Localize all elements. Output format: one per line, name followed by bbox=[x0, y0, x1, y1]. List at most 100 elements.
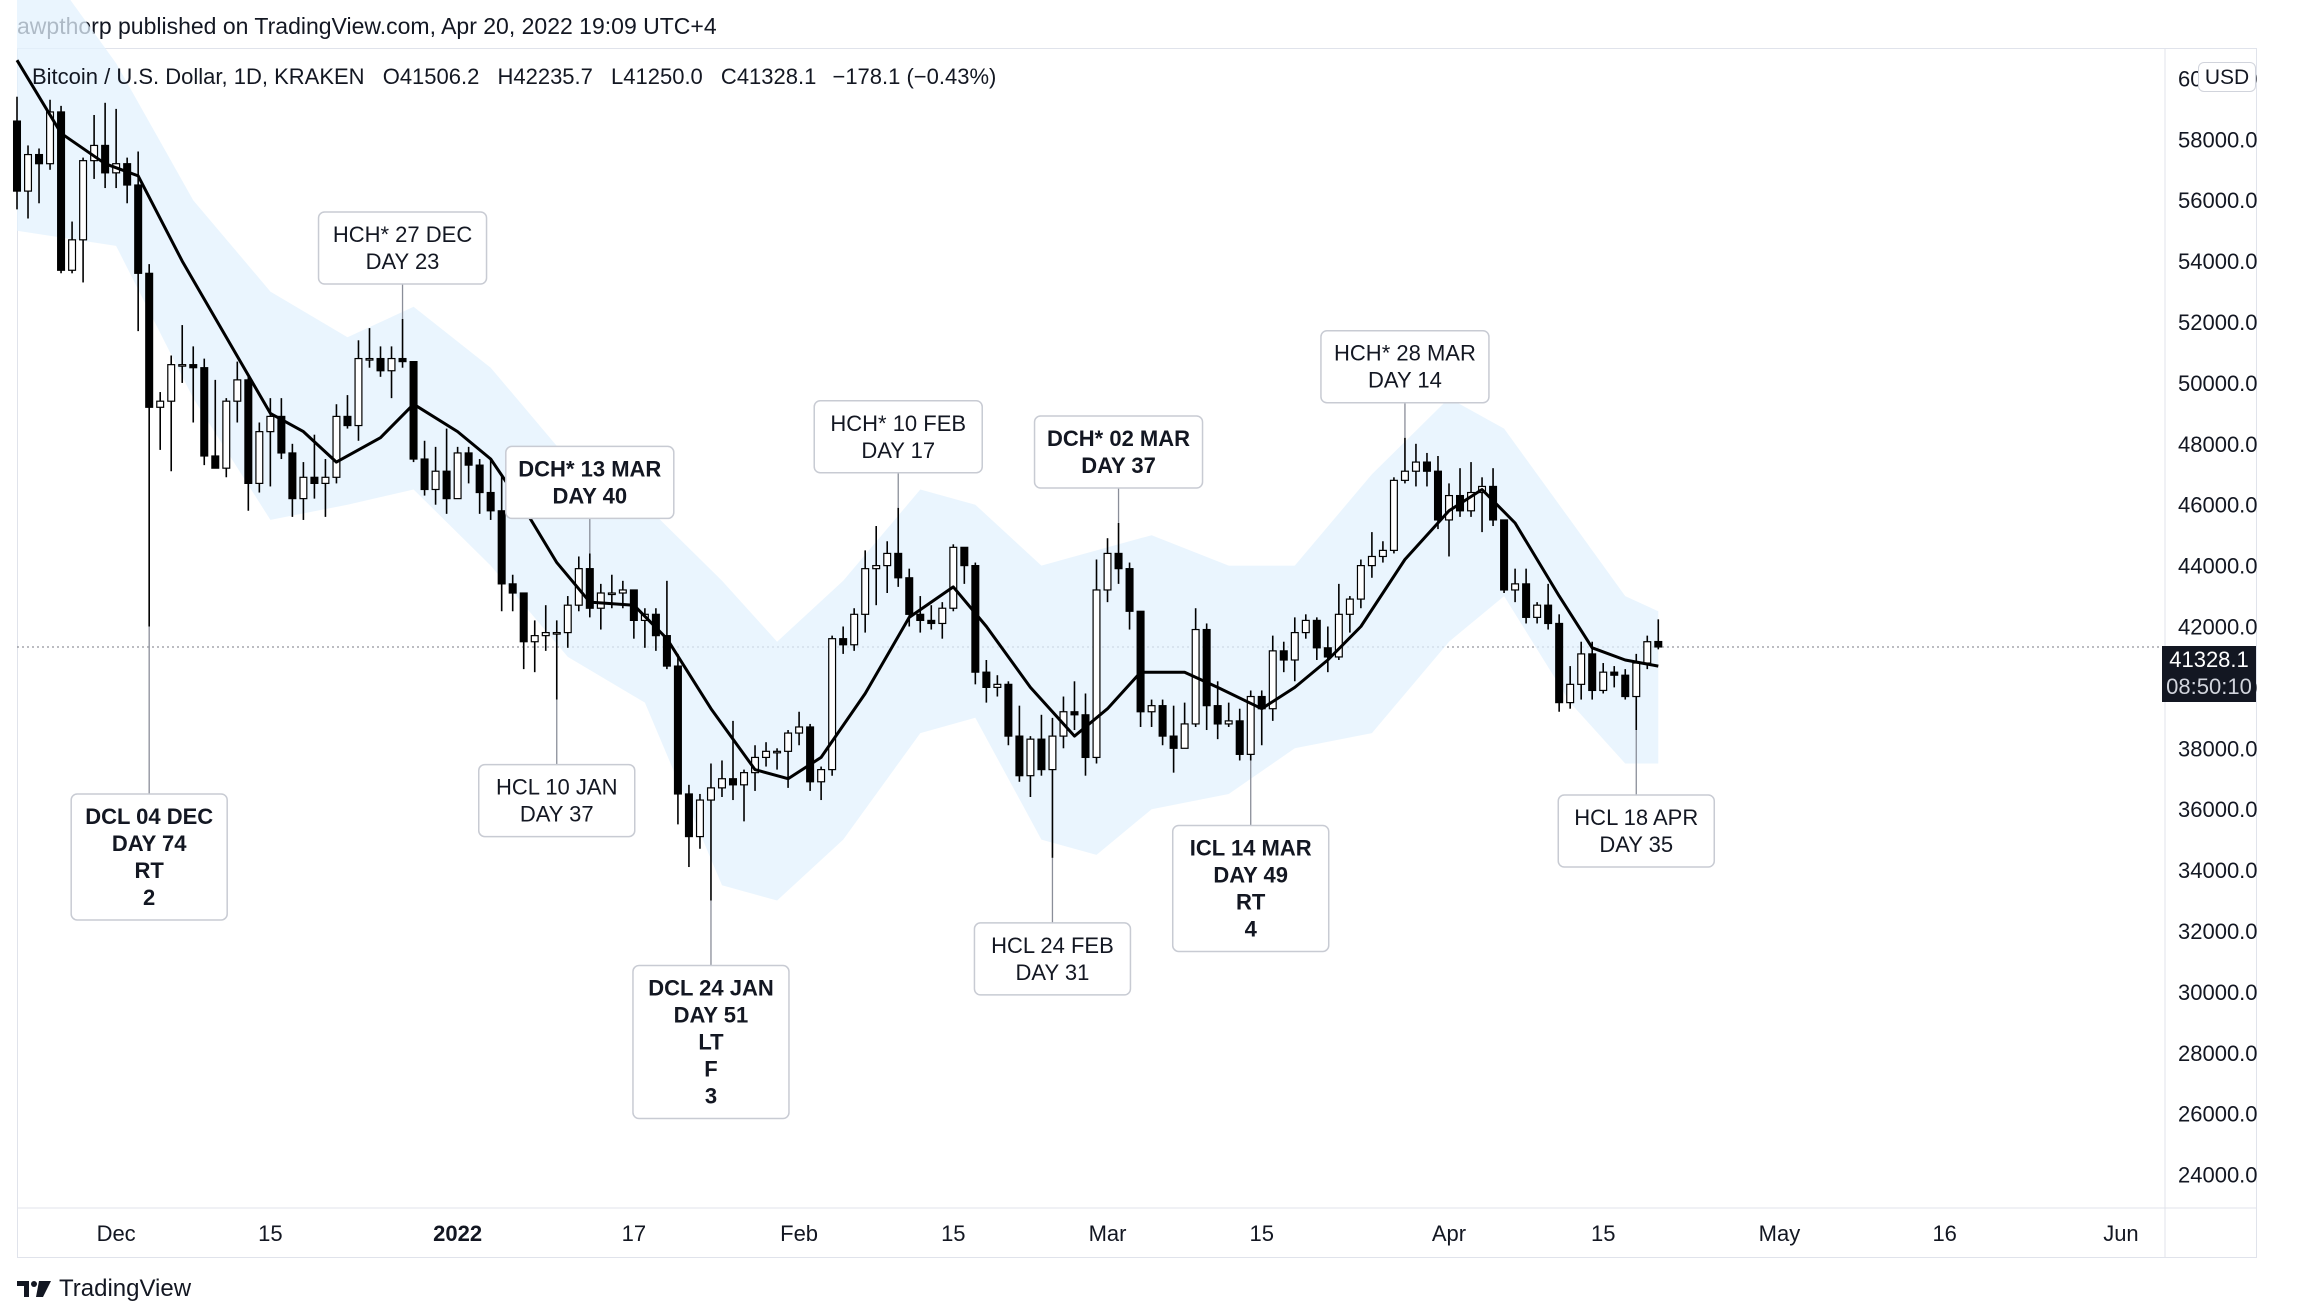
candle bbox=[1378, 541, 1387, 563]
annotation-text: F bbox=[704, 1057, 717, 1082]
candle-body bbox=[486, 491, 495, 512]
tradingview-logo-text: TradingView bbox=[59, 1275, 192, 1302]
candle-body bbox=[1367, 555, 1376, 567]
price-tick-label: 38000.0 bbox=[2178, 736, 2258, 761]
price-tick-label: 44000.0 bbox=[2178, 554, 2258, 579]
candle-body bbox=[552, 631, 561, 635]
last-price-value: 41328.1 bbox=[2169, 647, 2249, 672]
candle bbox=[949, 544, 958, 612]
annotation-text: HCL 24 FEB bbox=[991, 933, 1114, 958]
candle-body bbox=[740, 772, 749, 786]
candle bbox=[872, 526, 881, 606]
candle-body bbox=[365, 357, 374, 361]
candle bbox=[960, 546, 969, 584]
candle-body bbox=[728, 778, 738, 786]
candle bbox=[1213, 681, 1222, 740]
candle-body bbox=[189, 364, 198, 369]
candle bbox=[343, 395, 352, 429]
tradingview-logo-icon bbox=[17, 1281, 51, 1297]
open-value: 41506.2 bbox=[399, 64, 480, 89]
candle-body bbox=[828, 638, 837, 771]
candle-body bbox=[475, 464, 484, 494]
candle-body bbox=[717, 778, 726, 789]
annotation-box bbox=[317, 211, 488, 285]
candle-body bbox=[1103, 552, 1112, 591]
candle bbox=[1577, 641, 1586, 700]
candle-body bbox=[607, 592, 616, 596]
candle bbox=[24, 145, 33, 219]
volatility-band bbox=[17, 0, 1659, 901]
candle bbox=[773, 748, 782, 770]
last-price-label: 41328.1 08:50:10 bbox=[2162, 646, 2256, 702]
candle-body bbox=[1411, 461, 1420, 472]
candle-body bbox=[1026, 738, 1035, 777]
candle-body bbox=[1533, 604, 1542, 618]
candle-body bbox=[960, 546, 969, 567]
annotation-text: DCL 04 DEC bbox=[85, 804, 213, 829]
candle bbox=[1290, 617, 1299, 682]
candle bbox=[1367, 532, 1376, 578]
tradingview-logo[interactable]: TradingView bbox=[17, 1275, 191, 1303]
candle bbox=[861, 550, 870, 633]
candle bbox=[662, 580, 671, 670]
candle bbox=[1467, 462, 1476, 517]
annotation-text: DAY 37 bbox=[1081, 453, 1156, 478]
candle-body bbox=[1588, 653, 1597, 692]
annotation-text: DAY 14 bbox=[1368, 368, 1442, 393]
candle-body bbox=[1522, 583, 1531, 618]
candle bbox=[1323, 626, 1332, 673]
price-tick-label: 24000.0 bbox=[2178, 1163, 2258, 1188]
annotation-text: HCH* 28 MAR bbox=[1334, 341, 1476, 366]
candle bbox=[519, 592, 528, 670]
time-tick-label: 16 bbox=[1932, 1221, 1956, 1246]
chart-frame bbox=[17, 48, 2257, 1258]
candle-body bbox=[1500, 519, 1509, 591]
candle-body bbox=[1114, 552, 1123, 570]
annotation-text: ICL 14 MAR bbox=[1190, 835, 1312, 860]
candle-body bbox=[387, 357, 396, 372]
annotation-text: DAY 74 bbox=[112, 831, 187, 856]
candle-body bbox=[332, 415, 341, 478]
candle bbox=[1511, 568, 1520, 603]
currency-button[interactable]: USD bbox=[2198, 62, 2256, 92]
time-tick-label: 15 bbox=[258, 1221, 282, 1246]
candle-body bbox=[1544, 604, 1553, 625]
candle-body bbox=[905, 577, 914, 615]
candle-body bbox=[839, 638, 848, 646]
candle-body bbox=[1511, 583, 1520, 591]
candle bbox=[1136, 610, 1145, 727]
moving-average bbox=[15, 59, 1659, 781]
candle-body bbox=[24, 153, 33, 192]
candle-body bbox=[156, 400, 165, 408]
candle-body bbox=[949, 546, 958, 609]
candle-body bbox=[1158, 705, 1167, 737]
candle bbox=[1125, 562, 1134, 630]
candle bbox=[1048, 717, 1057, 858]
candle bbox=[420, 440, 429, 496]
candle-body bbox=[35, 153, 44, 165]
candle-body bbox=[442, 470, 451, 500]
candle bbox=[1037, 714, 1046, 776]
candle-body bbox=[343, 415, 352, 427]
candle bbox=[552, 620, 561, 700]
candle-body bbox=[817, 769, 826, 783]
candle-body bbox=[222, 400, 231, 469]
candle bbox=[409, 361, 418, 463]
candle-body bbox=[1037, 738, 1046, 771]
time-tick-label: Feb bbox=[780, 1221, 818, 1246]
annotation-box bbox=[813, 400, 983, 474]
candle-body bbox=[123, 163, 132, 186]
price-tick-label: 26000.0 bbox=[2178, 1102, 2258, 1127]
candle bbox=[222, 398, 231, 478]
candle bbox=[178, 325, 187, 383]
candle bbox=[1235, 708, 1244, 761]
price-tick-label: 52000.0 bbox=[2178, 310, 2258, 335]
candle bbox=[486, 459, 495, 520]
candle bbox=[1279, 641, 1288, 673]
candle bbox=[354, 340, 363, 441]
candle-body bbox=[288, 452, 297, 500]
